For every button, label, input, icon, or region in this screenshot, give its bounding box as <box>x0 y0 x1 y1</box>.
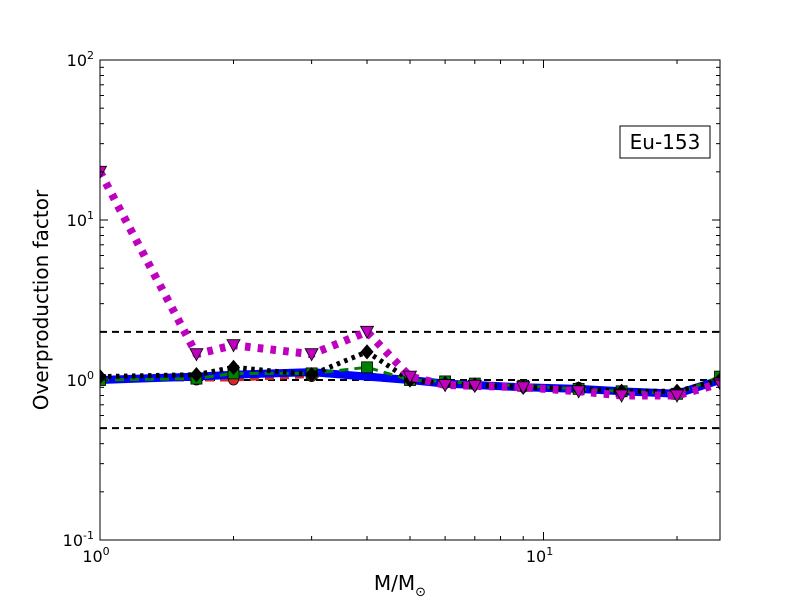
x-axis-label: M/M⊙ <box>374 571 426 600</box>
annotation-box: Eu-153 <box>619 125 711 159</box>
y-tick-label-exp-3: 2 <box>87 49 94 62</box>
reference-lines <box>100 330 720 430</box>
series-4 <box>100 165 720 403</box>
x-tick-label-1: 101 <box>526 545 553 566</box>
series-4-point-5 <box>402 370 418 384</box>
series-3-point-1 <box>189 367 203 383</box>
y-tick-label-base-3: 10 <box>67 51 87 70</box>
x-tick-label-exp-0: 0 <box>103 545 110 558</box>
series-3-point-3 <box>305 367 319 383</box>
y-tick-label-base-0: 10 <box>63 531 83 550</box>
series-3-point-4 <box>360 344 374 360</box>
series-4-point-8 <box>516 381 531 395</box>
y-tick-label-2: 101 <box>67 209 94 230</box>
series-4-point-3 <box>304 348 319 362</box>
series-4-point-2 <box>226 339 241 353</box>
series-4-point-11 <box>669 389 685 403</box>
y-tick-label-base-2: 10 <box>67 211 87 230</box>
series-3-point-2 <box>226 359 241 375</box>
series-4-point-10 <box>614 389 629 403</box>
y-tick-label-3: 102 <box>67 49 94 70</box>
series-4-point-1 <box>189 348 204 362</box>
y-tick-label-1: 100 <box>67 369 94 390</box>
x-axis-label-main: M/M <box>374 571 415 595</box>
annotation-frame <box>619 125 711 159</box>
series-2-point-4 <box>361 361 373 374</box>
y-tick-label-exp-2: 1 <box>87 209 94 222</box>
y-axis-label: Overproduction factor <box>29 189 53 410</box>
y-tick-label-0: 10-1 <box>63 529 94 550</box>
annotation-label: Eu-153 <box>630 130 701 154</box>
x-tick-label-base-1: 10 <box>526 547 546 566</box>
y-tick-label-base-1: 10 <box>67 371 87 390</box>
x-tick-label-0: 100 <box>82 545 109 566</box>
x-tick-label-base-0: 10 <box>82 547 102 566</box>
series-4-point-7 <box>467 379 482 394</box>
series-4-point-6 <box>437 379 453 393</box>
y-tick-label-exp-0: -1 <box>83 529 94 542</box>
series-layer <box>100 165 720 403</box>
series-4-point-4 <box>359 325 375 340</box>
x-tick-label-exp-1: 1 <box>546 545 553 558</box>
series-4-point-9 <box>571 385 586 399</box>
y-tick-label-exp-1: 0 <box>87 369 94 382</box>
x-axis-label-sub: ⊙ <box>415 585 426 600</box>
